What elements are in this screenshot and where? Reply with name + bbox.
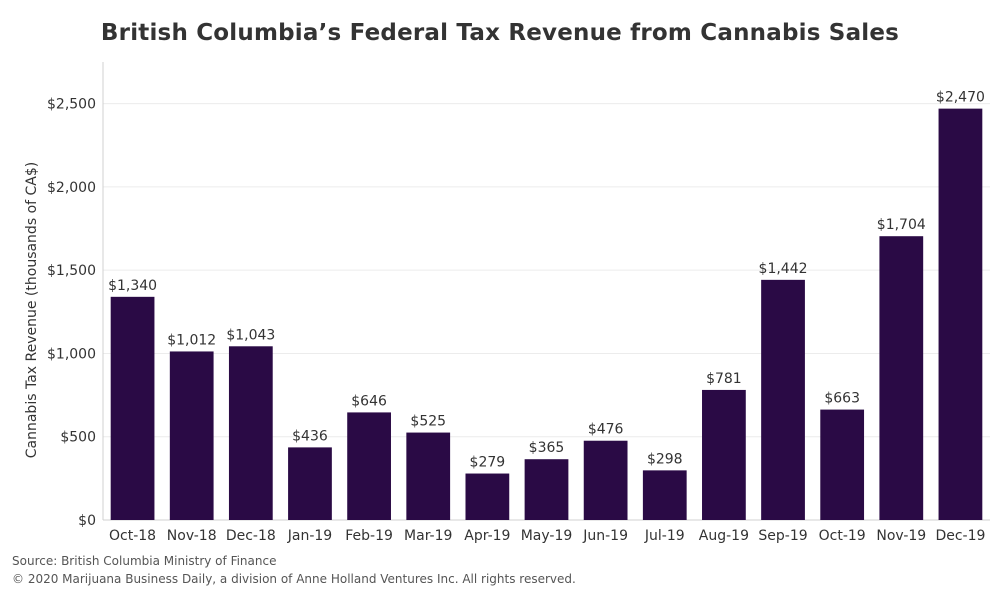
bar-value-label: $1,442 [759,261,808,277]
bar-value-label: $525 [410,414,446,430]
y-tick-label: $500 [60,430,96,446]
bar-value-label: $436 [292,428,328,444]
x-tick-label: Nov-19 [876,528,926,544]
bar [465,473,510,520]
x-tick-label: Apr-19 [464,528,510,544]
bar [702,389,746,520]
x-tick-label: Dec-19 [935,528,985,544]
bar-value-label: $781 [706,371,742,387]
x-tick-label: Jul-19 [644,528,685,544]
x-tick-label: Sep-19 [758,528,807,544]
bar-value-label: $2,470 [936,90,985,106]
bar [938,108,983,521]
source-note: Source: British Columbia Ministry of Fin… [12,554,277,568]
bar [347,412,391,520]
bar [110,296,155,520]
bar-value-label: $646 [351,393,387,409]
y-tick-label: $0 [78,513,96,529]
x-tick-label: Jan-19 [287,528,332,544]
bar [879,236,924,520]
x-tick-label: Jun-19 [582,528,628,544]
x-tick-label: May-19 [521,528,573,544]
bar [524,459,569,520]
bar-value-label: $365 [529,440,565,456]
y-tick-label: $2,000 [47,180,96,196]
y-tick-label: $1,500 [47,263,96,279]
bars [110,108,983,521]
x-tick-label: Feb-19 [345,528,393,544]
x-tick-label: Nov-18 [167,528,217,544]
chart-title: British Columbia’s Federal Tax Revenue f… [100,20,900,46]
x-tick-label: Mar-19 [404,528,452,544]
bar-value-label: $279 [470,455,506,471]
bar [288,447,332,520]
bar-value-label: $1,043 [226,327,275,343]
bar [406,432,451,520]
bar [169,351,214,520]
bar [228,346,273,520]
bar-value-label: $1,340 [108,278,157,294]
bar [761,279,805,520]
y-tick-label: $1,000 [47,346,96,362]
bar-value-label: $663 [824,391,860,407]
x-tick-label: Oct-18 [109,528,156,544]
x-tick-label: Aug-19 [699,528,749,544]
x-tick-labels: Oct-18 Nov-18 Dec-18 Jan-19 Feb-19 Mar-19 Apr-… [109,528,985,544]
bar [642,470,687,520]
y-tick-label: $2,500 [47,97,96,113]
x-tick-label: Dec-18 [226,528,276,544]
x-tick-label: Oct-19 [819,528,866,544]
bar-value-label: $476 [588,422,624,438]
bar-value-label: $1,012 [167,332,216,348]
copyright-note: © 2020 Marijuana Business Daily, a divis… [12,572,576,586]
bar-value-label: $298 [647,451,683,467]
bar-value-label: $1,704 [877,217,926,233]
y-tick-labels: $0 $500 $1,000 $1,500 $2,000 $2,500 [47,97,96,529]
bar [583,440,628,520]
value-labels: $1,340 $1,012 $1,043 $436 $646 $525 $279 $365 $4… [108,90,985,471]
bar [820,409,865,520]
